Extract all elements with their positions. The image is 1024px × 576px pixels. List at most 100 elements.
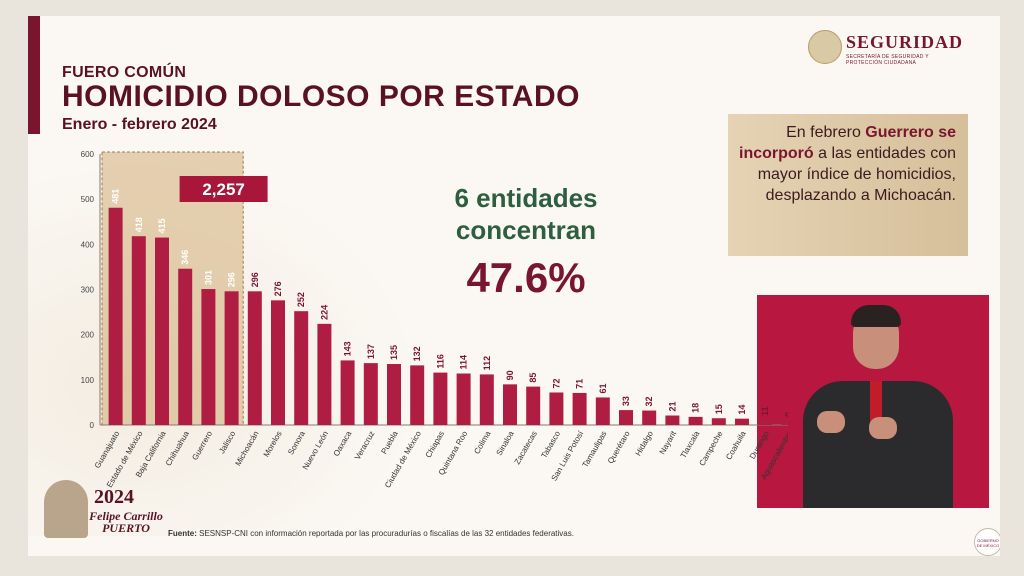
data-label: 9 <box>783 412 788 417</box>
data-label: 61 <box>598 383 608 393</box>
x-tick-label: Chiapas <box>424 430 446 460</box>
bar <box>642 410 657 425</box>
x-tick-label: Sonora <box>286 429 307 456</box>
bar-chart: 0100200300400500600481Guanajuato418Estad… <box>81 150 788 489</box>
concentration-line1: 6 entidades <box>454 183 598 213</box>
data-label: 276 <box>273 281 283 296</box>
data-label: 71 <box>575 379 585 389</box>
bar <box>201 289 216 425</box>
title-accent-bar <box>28 16 40 134</box>
data-label: 415 <box>157 219 167 234</box>
bar <box>781 420 788 425</box>
data-label: 252 <box>296 292 306 307</box>
year-logo: 2024 <box>94 486 134 508</box>
source-text: SESNSP-CNI con información reportada por… <box>196 529 574 538</box>
bar <box>340 360 355 425</box>
x-tick-label: Chihuahua <box>164 429 191 467</box>
note-highlight: Guerrero se incorporó <box>739 124 956 162</box>
x-tick-label: Morelos <box>262 430 284 459</box>
badge-text: GOBIERNO DE MÉXICO <box>976 538 1000 548</box>
interpreter-right-hand <box>869 417 897 439</box>
data-label: 18 <box>691 403 701 413</box>
x-tick-label: Tlaxcala <box>679 429 702 460</box>
x-tick-label: Colima <box>472 429 493 456</box>
x-tick-label: Tabasco <box>539 429 562 460</box>
bar <box>665 415 680 425</box>
data-label: 418 <box>134 217 144 232</box>
sign-language-interpreter-video <box>757 295 989 508</box>
note-part2: a las entidades con mayor índice de homi… <box>757 145 956 204</box>
x-tick-label: Coahuila <box>724 429 748 461</box>
name-logo: Felipe Carrillo PUERTO <box>89 509 163 535</box>
bar <box>363 363 378 425</box>
x-tick-label: Nayarit <box>658 429 679 456</box>
x-tick-label: Puebla <box>379 429 400 456</box>
bar <box>224 291 239 425</box>
data-label: 296 <box>250 272 260 287</box>
bar <box>503 384 517 425</box>
bar <box>572 392 587 425</box>
data-label: 32 <box>644 397 654 407</box>
bar <box>711 418 726 425</box>
y-tick-label: 600 <box>81 150 95 159</box>
data-label: 137 <box>366 344 376 359</box>
data-label: 112 <box>482 356 492 371</box>
bar <box>387 364 401 425</box>
note-text: En febrero Guerrero se incorporó a las e… <box>736 122 956 206</box>
logo-name: SEGURIDAD <box>846 32 964 52</box>
x-tick-label: Jalisco <box>217 429 237 455</box>
data-label: 296 <box>227 272 237 287</box>
bar <box>155 237 169 425</box>
note-box: En febrero Guerrero se incorporó a las e… <box>728 114 968 256</box>
concentration-callout: 6 entidades concentran <box>416 182 636 246</box>
national-seal-icon <box>808 30 842 64</box>
y-tick-label: 0 <box>90 421 95 430</box>
interpreter-tie <box>870 381 882 427</box>
slide: FUERO COMÚN HOMICIDIO DOLOSO POR ESTADO … <box>28 16 1000 556</box>
x-tick-label: Veracruz <box>353 430 377 462</box>
y-tick-label: 400 <box>81 240 95 249</box>
bar <box>549 392 564 425</box>
note-part1: En febrero <box>786 124 866 141</box>
x-tick-label: Querétaro <box>606 429 632 465</box>
total-badge-label: 2,257 <box>202 180 245 199</box>
data-label: 143 <box>343 341 353 356</box>
x-tick-label: Michoacán <box>233 430 260 468</box>
x-tick-label: Oaxaca <box>332 429 354 458</box>
bar <box>108 207 123 425</box>
total-badge <box>179 176 268 202</box>
y-tick-label: 200 <box>81 331 95 340</box>
data-label: 114 <box>459 355 469 370</box>
bar <box>317 323 332 425</box>
concentration-percent: 47.6% <box>466 254 586 301</box>
y-tick-label: 500 <box>81 195 95 204</box>
data-label: 33 <box>621 396 631 406</box>
concentration-line2: concentran <box>455 215 597 245</box>
data-label: 72 <box>551 378 561 388</box>
source-label: Fuente: <box>168 529 197 538</box>
x-tick-label: Tamaulipas <box>581 430 609 470</box>
bar <box>735 418 749 425</box>
bar <box>619 410 633 425</box>
bar <box>131 236 146 425</box>
bar <box>595 397 610 425</box>
y-tick-label: 300 <box>81 286 95 295</box>
felipe-carrillo-puerto-logo: 2024 Felipe Carrillo PUERTO <box>38 456 178 546</box>
data-label: 346 <box>180 250 190 265</box>
x-tick-label: Zacatecas <box>513 430 539 466</box>
x-tick-label: Hidalgo <box>634 429 656 457</box>
x-tick-label: Durango <box>748 429 771 461</box>
bar <box>479 374 494 425</box>
data-label: 224 <box>319 305 329 320</box>
x-tick-label: Guerrero <box>190 429 214 462</box>
bar <box>410 365 425 425</box>
interpreter-left-hand <box>817 411 845 433</box>
bar <box>433 372 448 425</box>
slide-title: HOMICIDIO DOLOSO POR ESTADO <box>62 80 580 113</box>
bar <box>178 268 193 425</box>
gobierno-badge: GOBIERNO DE MÉXICO <box>974 528 1000 556</box>
data-label: 11 <box>760 407 770 417</box>
bar <box>688 416 703 425</box>
bar <box>271 300 285 425</box>
seguridad-logo: SEGURIDAD SECRETARÍA DE SEGURIDAD Y PROT… <box>808 30 1000 70</box>
